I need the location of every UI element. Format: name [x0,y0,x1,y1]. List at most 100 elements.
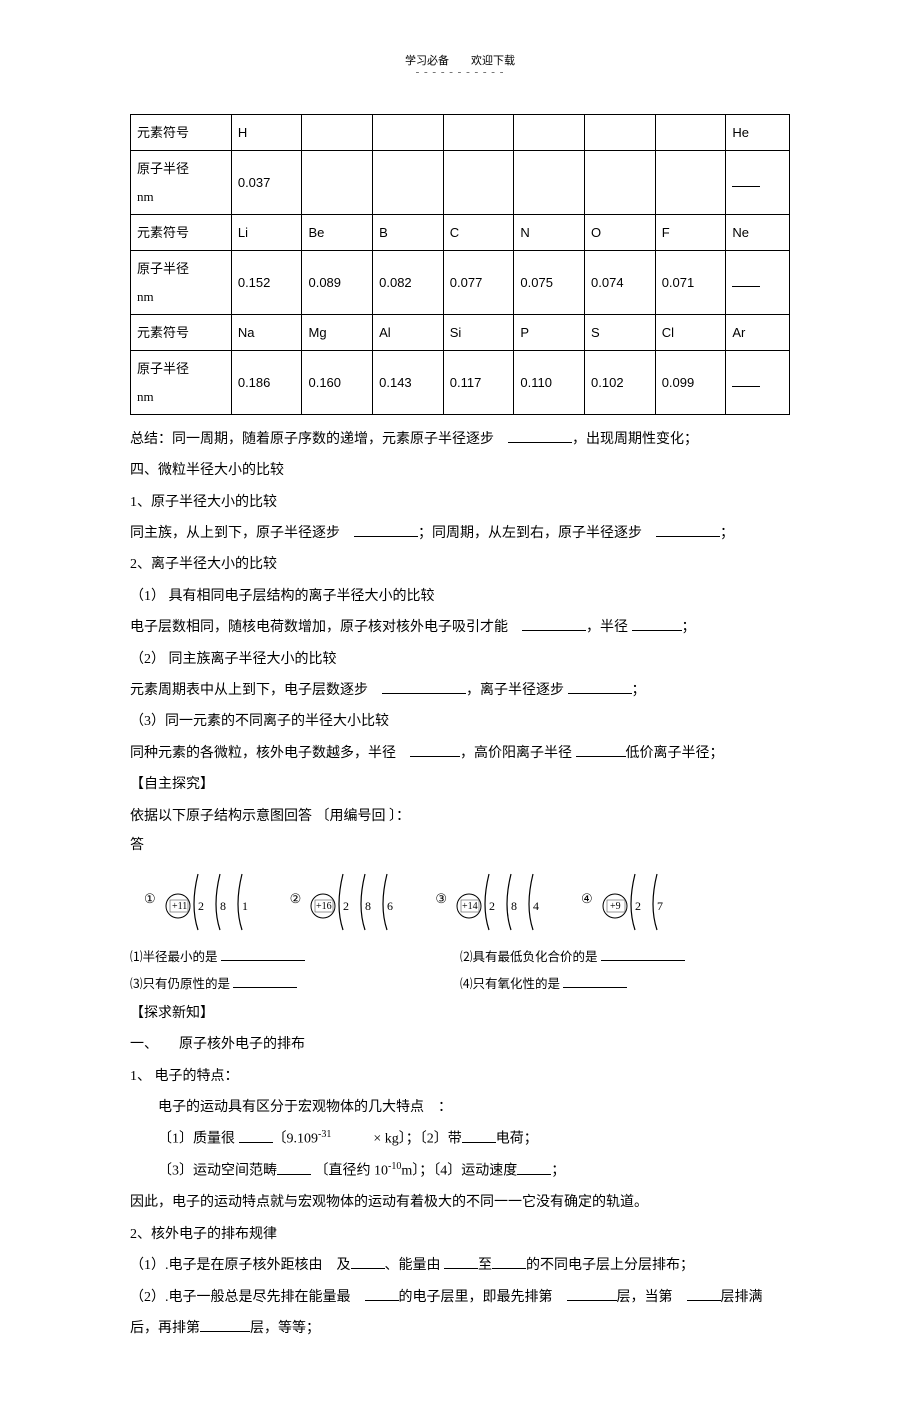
nucleus-text: +14 [462,901,478,912]
fill-blank[interactable] [508,428,572,443]
atom-label: ① [144,885,156,912]
cell: 0.102 [585,351,656,415]
fill-blank[interactable] [351,1254,385,1269]
atom-1: ① +11 2 8 1 [144,866,262,930]
text: 至 [478,1258,492,1273]
text: 〔9.109 [273,1132,319,1147]
q3: ⑶只有仍原性的是 [130,971,460,997]
cell: Al [373,314,444,350]
text: ⑵具有最低负化合价的是 [460,950,598,964]
p2-title: 2、离子半径大小的比较 [130,550,790,579]
exponent: -10 [388,1161,401,1172]
cell-label: 元素符号 [131,215,232,251]
text: 、能量由 [385,1258,441,1273]
table-row: 元素符号 Li Be B C N O F Ne [131,215,790,251]
cell-label: 元素符号 [131,115,232,151]
summary-line: 总结：同一周期，随着原子序数的递增，元素原子半径逐步 ，出现周期性变化； [130,425,790,454]
section-4-title: 四、微粒半径大小的比较 [130,456,790,485]
e2c: 后，再排第层，等等； [130,1314,790,1343]
text: 总结：同一周期，随着原子序数的递增，元素原子半径逐步 [130,432,494,447]
text: 同主族，从上到下，原子半径逐步 [130,526,340,541]
atom-2: ② +16 2 8 6 [290,866,408,930]
table-row: 原子半径nm 0.152 0.089 0.082 0.077 0.075 0.0… [131,251,790,315]
fill-blank[interactable] [522,616,586,631]
atom-4: ④ +9 2 7 [581,866,679,930]
cell: S [585,314,656,350]
fill-blank[interactable] [221,946,305,961]
fill-blank[interactable] [601,946,685,961]
p1-title: 1、原子半径大小的比较 [130,488,790,517]
cell [514,115,585,151]
text: ，高价阳离子半径 [460,746,572,761]
q2: ⑵具有最低负化合价的是 [460,944,790,970]
cell: 0.099 [655,351,726,415]
cell: P [514,314,585,350]
question-row-1: ⑴半径最小的是 ⑵具有最低负化合价的是 [130,944,790,970]
atom-diagram-icon: +16 2 8 6 [307,866,407,930]
text: 同种元素的各微粒，核外电子数越多，半径 [130,746,396,761]
fill-blank[interactable] [517,1160,551,1175]
fill-blank[interactable] [277,1160,311,1175]
cell: 0.089 [302,251,373,315]
fill-blank[interactable] [382,679,466,694]
fill-blank[interactable] [410,742,460,757]
fill-blank[interactable] [563,973,627,988]
shell-text: 4 [533,899,539,913]
cell [373,151,444,215]
cell: Na [231,314,302,350]
e1a: 电子的运动具有区分于宏观物体的几大特点 ： [130,1093,790,1122]
fill-blank[interactable] [656,522,720,537]
fill-blank[interactable] [444,1254,478,1269]
fill-blank[interactable] [576,742,626,757]
cell-label: 原子半径nm [131,351,232,415]
fill-blank[interactable] [568,679,632,694]
cell: Ar [726,314,790,350]
p2-1-title: （1） 具有相同电子层结构的离子半径大小的比较 [130,582,790,611]
cell: B [373,215,444,251]
cell [726,251,790,315]
text: 层排满 [721,1290,763,1305]
cell: 0.074 [585,251,656,315]
cell: 0.037 [231,151,302,215]
fill-blank[interactable] [200,1317,250,1332]
cell: 0.117 [443,351,514,415]
cell: 0.110 [514,351,585,415]
text: 低价离子半径； [626,746,724,761]
section-1-title: 一、 原子核外电子的排布 [130,1030,790,1059]
text: 层，等等； [250,1321,320,1336]
fill-blank[interactable] [354,522,418,537]
cell [655,115,726,151]
q4: ⑷只有氧化性的是 [460,971,790,997]
fill-blank[interactable] [462,1128,496,1143]
fill-blank[interactable] [492,1254,526,1269]
cell: Li [231,215,302,251]
q1: ⑴半径最小的是 [130,944,460,970]
text: ； [551,1164,565,1179]
cell [302,115,373,151]
fill-blank[interactable] [239,1128,273,1143]
text: （1）.电子是在原子核外距核由 [130,1258,323,1273]
shell-text: 6 [387,899,393,913]
cell: Cl [655,314,726,350]
cell-label: 原子半径nm [131,251,232,315]
text: 的不同电子层上分层排布； [526,1258,694,1273]
text: ⑷只有氧化性的是 [460,977,560,991]
fill-blank[interactable] [233,973,297,988]
atom-diagram-icon: +14 2 8 4 [453,866,553,930]
text: ； [632,683,646,698]
e1d: 因此，电子的运动特点就与宏观物体的运动有着极大的不同一一它没有确定的轨道。 [130,1188,790,1217]
e2-title: 2、核外电子的排布规律 [130,1220,790,1249]
p2-3-line: 同种元素的各微粒，核外电子数越多，半径 ，高价阳离子半径 低价离子半径； [130,739,790,768]
fill-blank[interactable] [365,1286,399,1301]
text: 〔3〕运动空间范畴 [158,1164,277,1179]
text: ，出现周期性变化； [572,432,698,447]
text: ⑴半径最小的是 [130,950,218,964]
cell: 0.077 [443,251,514,315]
fill-blank[interactable] [687,1286,721,1301]
atom-diagram-icon: +9 2 7 [599,866,679,930]
p2-1-line: 电子层数相同，随核电荷数增加，原子核对核外电子吸引才能 ，半径 ； [130,613,790,642]
fill-blank[interactable] [632,616,682,631]
cell-label: 元素符号 [131,314,232,350]
fill-blank[interactable] [567,1286,617,1301]
cell [443,151,514,215]
